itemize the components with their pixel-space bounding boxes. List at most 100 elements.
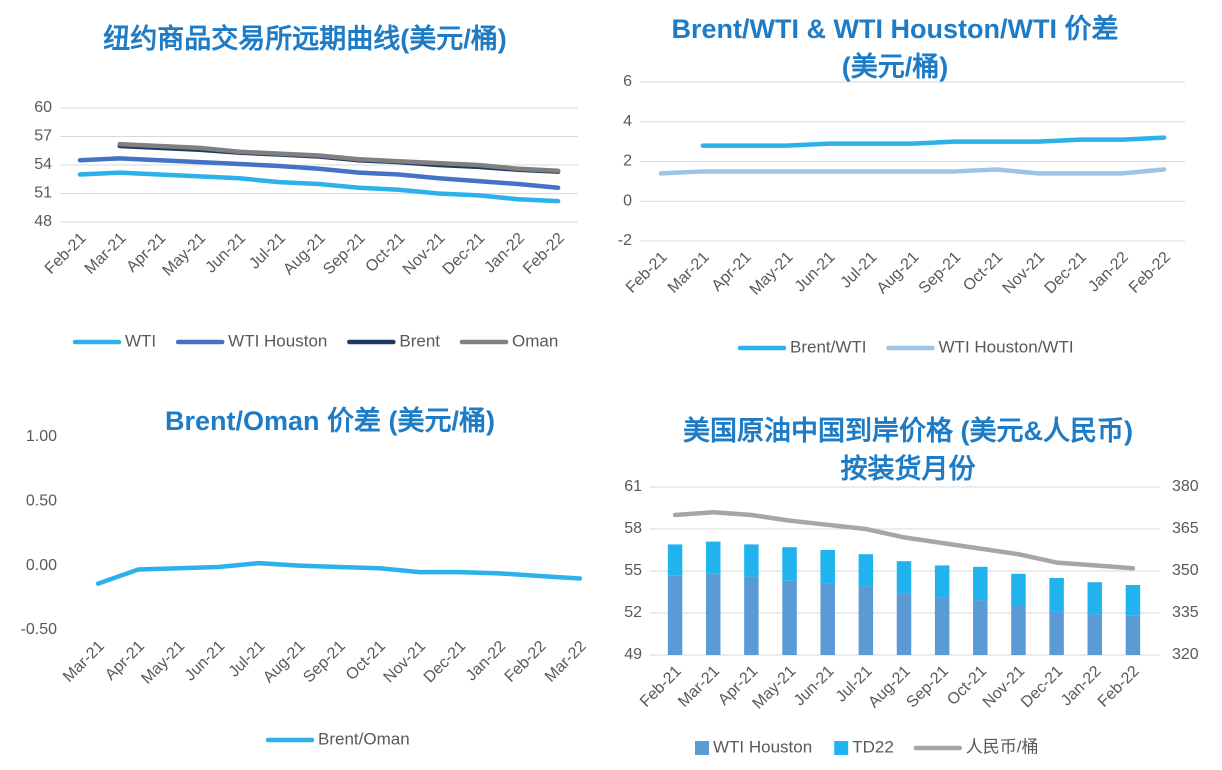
x-tick-label: May-21: [160, 230, 210, 280]
x-tick-label: Feb-22: [502, 638, 550, 686]
line-series: [77, 156, 561, 191]
x-tick-label: Nov-21: [1000, 249, 1049, 298]
y-tick-label: 0.00: [26, 557, 57, 574]
bar: [934, 565, 950, 598]
bar: [1087, 614, 1103, 655]
x-tick-label: Feb-22: [1095, 663, 1143, 711]
legend-label: Brent/WTI: [790, 337, 867, 356]
legend-label: 人民币/桶: [966, 737, 1039, 756]
x-tick-label: Oct-21: [960, 249, 1006, 295]
x-tick-label: Sep-21: [903, 663, 952, 712]
bar: [667, 575, 683, 655]
legend-label: WTI Houston/WTI: [939, 337, 1074, 356]
x-tick-label: Jun-21: [182, 638, 229, 685]
x-tick-label: Sep-21: [320, 230, 369, 279]
x-tick-label: Feb-22: [1126, 249, 1174, 297]
line-series: [672, 509, 1136, 571]
x-tick-label: Nov-21: [980, 663, 1029, 712]
y-tick-label: -2: [618, 232, 632, 249]
x-tick-label: Jun-21: [791, 663, 838, 710]
legend-label: WTI: [125, 331, 156, 350]
line-series: [95, 560, 583, 586]
bar: [744, 576, 759, 655]
line-series: [700, 135, 1167, 148]
legend-label: WTI Houston: [228, 331, 327, 350]
bar: [782, 547, 797, 581]
bar: [1087, 582, 1103, 615]
y-tick-label: 6: [623, 73, 632, 90]
y2-tick-label: 365: [1172, 520, 1199, 537]
x-tick-label: Feb-21: [637, 663, 685, 711]
bar: [896, 561, 912, 594]
bar: [858, 554, 874, 587]
chart-title: 纽约商品交易所远期曲线(美元/桶): [103, 24, 507, 54]
legend-label: TD22: [852, 737, 894, 756]
x-tick-label: Mar-21: [665, 249, 713, 297]
y-tick-label: 57: [34, 128, 52, 145]
line-series: [658, 167, 1167, 176]
x-tick-label: Mar-21: [60, 638, 108, 686]
bar: [667, 544, 683, 576]
x-tick-label: Dec-21: [421, 638, 470, 687]
y-tick-label: 51: [34, 185, 52, 202]
bar: [973, 600, 988, 655]
x-tick-label: Jun-21: [792, 249, 839, 296]
bar: [1125, 585, 1141, 616]
bar: [1049, 578, 1064, 612]
y-tick-label: 1.00: [26, 428, 57, 445]
y-tick-label: 0.50: [26, 493, 57, 510]
legend-swatch: [695, 741, 709, 755]
x-tick-label: Feb-21: [42, 230, 90, 278]
x-tick-label: Feb-21: [623, 249, 671, 297]
y2-tick-label: 335: [1172, 604, 1199, 621]
bar: [820, 550, 835, 584]
bar: [896, 593, 912, 655]
legend-label: Brent: [399, 331, 440, 350]
chart-title: Brent/WTI & WTI Houston/WTI 价差 (美元/桶): [671, 14, 1119, 82]
x-tick-label: Nov-21: [381, 638, 430, 687]
line-series: [117, 141, 561, 173]
x-tick-label: Sep-21: [916, 249, 965, 298]
y-tick-label: 55: [624, 562, 642, 579]
chart-title: 美国原油中国到岸价格 (美元&人民币) 按装货月份: [683, 416, 1133, 484]
bar: [934, 597, 950, 655]
bar: [858, 586, 874, 655]
x-tick-label: Nov-21: [400, 230, 449, 279]
legend-label: WTI Houston: [713, 737, 812, 756]
x-tick-label: Mar-21: [82, 230, 130, 278]
line-series: [77, 170, 561, 204]
x-tick-label: May-21: [747, 249, 797, 299]
y2-tick-label: 320: [1172, 646, 1199, 663]
x-tick-label: Mar-22: [542, 638, 590, 686]
x-tick-label: Aug-21: [874, 249, 923, 298]
x-tick-label: May-21: [138, 638, 188, 688]
bar: [705, 573, 721, 655]
legend-label: Brent/Oman: [318, 729, 410, 748]
x-tick-label: Jan-22: [481, 230, 528, 277]
bar: [1011, 606, 1026, 655]
x-tick-label: May-21: [750, 663, 800, 713]
y-tick-label: 54: [34, 156, 52, 173]
y2-tick-label: 350: [1172, 562, 1199, 579]
bar: [1011, 573, 1026, 606]
bar: [1125, 615, 1141, 655]
x-tick-label: Mar-21: [675, 663, 723, 711]
y-tick-label: 49: [624, 646, 642, 663]
x-tick-label: Aug-21: [865, 663, 914, 712]
x-tick-label: Aug-21: [260, 638, 309, 687]
bar: [744, 544, 759, 577]
x-tick-label: Jan-22: [463, 638, 510, 685]
y-tick-label: -0.50: [21, 621, 58, 638]
x-tick-label: Feb-22: [520, 230, 568, 278]
x-tick-label: Sep-21: [300, 638, 349, 687]
bar: [782, 580, 797, 655]
bar: [705, 541, 721, 574]
x-tick-label: Jan-22: [1085, 249, 1132, 296]
x-tick-label: Dec-21: [440, 230, 489, 279]
y2-tick-label: 380: [1172, 478, 1199, 495]
y-tick-label: 60: [34, 99, 52, 116]
bar: [973, 566, 988, 601]
y-tick-label: 48: [34, 213, 52, 230]
legend-swatch: [834, 741, 849, 755]
